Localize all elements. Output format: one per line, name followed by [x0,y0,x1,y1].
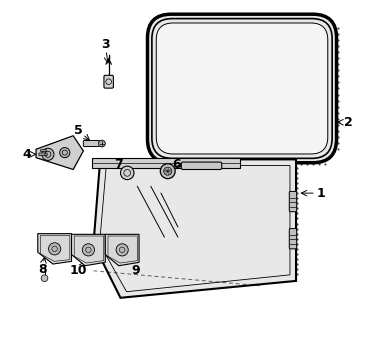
Text: 3: 3 [101,38,109,51]
FancyBboxPatch shape [289,228,297,249]
Text: 2: 2 [344,116,353,129]
Polygon shape [71,234,105,266]
FancyBboxPatch shape [147,14,337,163]
Text: 1: 1 [317,187,326,200]
Polygon shape [105,234,139,266]
Circle shape [49,243,61,255]
Polygon shape [94,159,296,298]
Circle shape [99,140,105,147]
Text: 8: 8 [38,263,47,276]
FancyBboxPatch shape [156,23,328,154]
FancyBboxPatch shape [83,140,100,146]
Text: 4: 4 [22,148,31,161]
Circle shape [82,244,94,256]
Circle shape [42,148,54,160]
FancyBboxPatch shape [289,192,297,212]
Polygon shape [38,234,71,264]
Text: 6: 6 [172,158,180,171]
Polygon shape [174,165,181,167]
Text: 10: 10 [70,264,87,277]
Circle shape [116,244,128,256]
Text: 9: 9 [131,264,140,277]
Text: 7: 7 [114,158,123,171]
Polygon shape [92,158,240,168]
Polygon shape [36,136,83,170]
Circle shape [60,147,70,158]
Circle shape [41,275,48,282]
FancyBboxPatch shape [181,162,222,170]
Circle shape [120,166,134,180]
FancyBboxPatch shape [41,149,47,152]
FancyBboxPatch shape [104,75,114,88]
Circle shape [160,164,175,179]
Text: 5: 5 [74,124,83,137]
FancyBboxPatch shape [39,153,47,156]
